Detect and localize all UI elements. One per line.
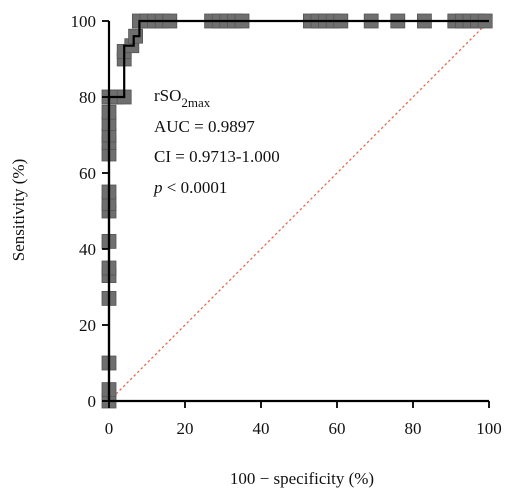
x-tick-label-60: 60	[329, 419, 346, 438]
y-axis-title: Sensitivity (%)	[9, 159, 28, 261]
marker-layer	[101, 13, 493, 409]
x-tick-label-20: 20	[177, 419, 194, 438]
x-axis-title: 100 − specificity (%)	[230, 469, 374, 488]
metric-label-base: rSO	[154, 86, 181, 105]
metric-label: rSO2max	[154, 86, 211, 110]
p-value-label: p < 0.0001	[153, 178, 227, 197]
y-tick-label-20: 20	[79, 316, 96, 335]
x-tick-label-0: 0	[105, 419, 114, 438]
reference-diagonal-line	[108, 20, 490, 402]
y-tick-label-60: 60	[79, 164, 96, 183]
reference-line-layer	[108, 20, 490, 402]
y-tick-label-100: 100	[71, 12, 97, 31]
y-tick-label-0: 0	[88, 392, 97, 411]
p-value-text: < 0.0001	[163, 178, 228, 197]
p-value-symbol: p	[153, 178, 163, 197]
axes-layer	[107, 21, 489, 403]
ci-label: CI = 0.9713-1.000	[154, 147, 280, 166]
y-tick-label-80: 80	[79, 88, 96, 107]
tick-layer: 0 20 40 60 80 100 0 20 40 60 80 100	[71, 12, 502, 438]
x-tick-label-40: 40	[253, 419, 270, 438]
y-tick-label-40: 40	[79, 240, 96, 259]
x-tick-label-100: 100	[476, 419, 502, 438]
metric-label-subscript: 2max	[181, 95, 210, 110]
stats-annotation: rSO2max AUC = 0.9897 CI = 0.9713-1.000 p…	[153, 86, 280, 197]
auc-label: AUC = 0.9897	[154, 117, 255, 136]
x-tick-label-80: 80	[405, 419, 422, 438]
